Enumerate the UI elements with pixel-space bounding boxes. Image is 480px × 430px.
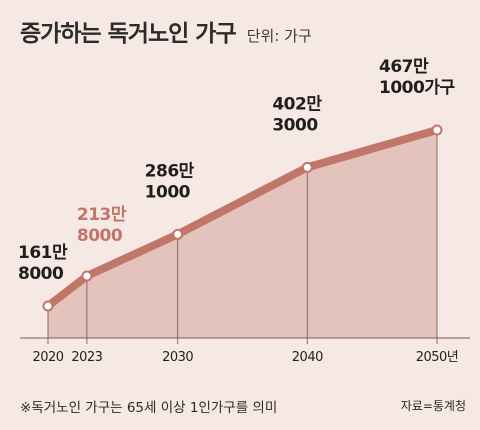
data-label: 467만 1000가구 <box>379 57 455 98</box>
x-tick-label: 2040 <box>292 350 323 365</box>
x-tick-label: 2023 <box>71 350 102 365</box>
area-fill <box>48 130 437 338</box>
data-label-line: 1000가구 <box>379 78 455 98</box>
footnote: ※독거노인 가구는 65세 이상 1인가구를 의미 <box>20 400 278 416</box>
data-point <box>81 270 93 282</box>
data-point <box>172 228 184 240</box>
x-tick-label: 2050년 <box>416 350 459 365</box>
data-label-line: 467만 <box>379 57 429 77</box>
data-label-line: 8000 <box>18 264 64 284</box>
source-credit: 자료=통계청 <box>400 399 466 413</box>
data-label-line: 1000 <box>145 182 191 202</box>
data-label-line: 402만 <box>272 94 322 114</box>
data-label: 161만 8000 <box>18 243 68 284</box>
data-label-line: 8000 <box>77 226 123 246</box>
data-point <box>301 161 313 173</box>
x-tick-label: 2030 <box>162 350 193 365</box>
chart-title: 증가하는 독거노인 가구 <box>20 21 237 47</box>
data-label-line: 3000 <box>272 115 318 135</box>
x-tick-label: 2020 <box>32 350 63 365</box>
unit-label: 단위: 가구 <box>246 27 312 45</box>
data-label: 286만 1000 <box>145 161 195 202</box>
data-label-line: 286만 <box>145 161 195 181</box>
data-label-line: 161만 <box>18 243 68 263</box>
chart-header: 증가하는 독거노인 가구 단위: 가구 <box>20 14 312 48</box>
data-point <box>42 300 54 312</box>
data-label-line: 213만 <box>77 205 127 225</box>
data-label: 213만 8000 <box>77 205 127 246</box>
data-label: 402만 3000 <box>272 94 322 135</box>
data-point <box>431 124 443 136</box>
